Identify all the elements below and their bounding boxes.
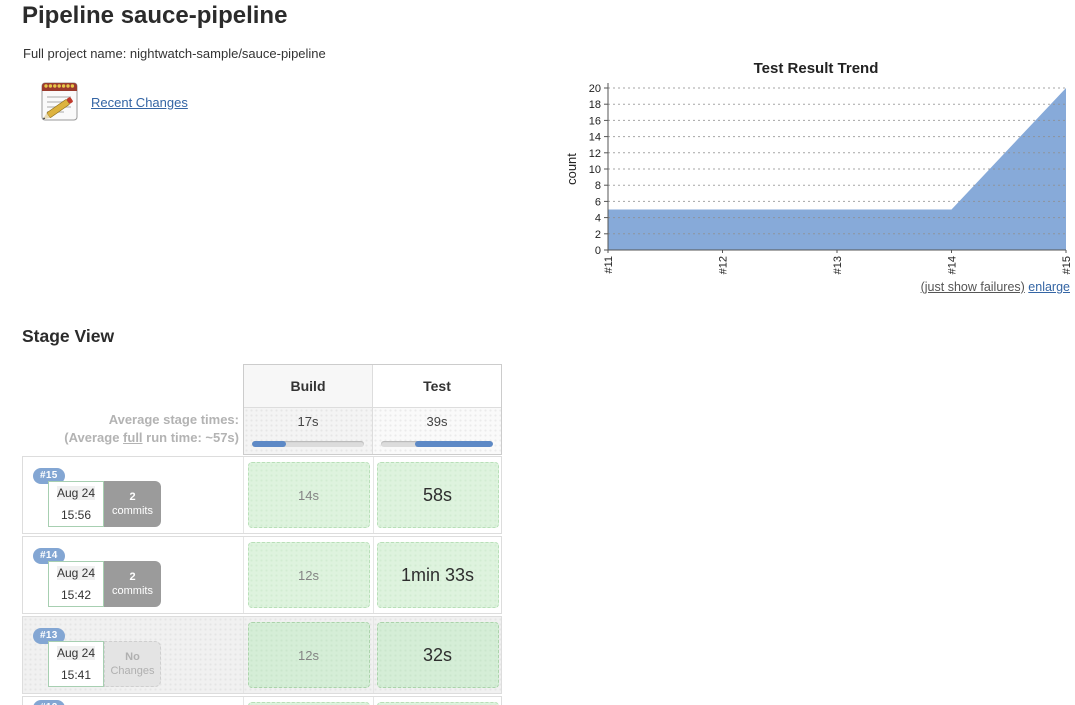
stage-view-rows: #15 Aug 24 15:56 2 commits 14s 58s #14 [22,456,502,705]
svg-text:#12: #12 [718,256,730,274]
average-cell-test: 39s [373,408,501,454]
page-title: Pipeline sauce-pipeline [22,2,288,29]
chart-title: Test Result Trend [753,60,879,77]
average-time-build: 17s [297,414,319,429]
build-info-cell: #13 Aug 24 15:41 No Changes [23,617,244,693]
build-datetime[interactable]: Aug 24 15:41 [48,641,104,687]
build-datetime[interactable]: Aug 24 15:56 [48,481,104,527]
build-info-cell: #12 [23,697,244,705]
average-bar-track-build [252,441,364,447]
build-row-13: #13 Aug 24 15:41 No Changes 12s 32s [22,616,502,694]
build-info-cell: #14 Aug 24 15:42 2 commits [23,537,244,613]
stage-column-test: Test [373,365,501,407]
build-date: Aug 24 [56,646,96,660]
stage-cell-build[interactable]: 12s [247,622,370,688]
stage-view-heading: Stage View [22,326,115,346]
svg-text:8: 8 [595,180,601,192]
stage-cell-build[interactable]: 14s [247,462,370,528]
build-info-cell: #15 Aug 24 15:56 2 commits [23,457,244,533]
svg-text:12: 12 [589,148,601,160]
stage-cell-test[interactable] [376,702,499,705]
build-date: Aug 24 [56,566,96,580]
recent-changes-section: Recent Changes [38,79,188,125]
stage-duration: 12s [298,567,319,583]
stage-cell-test[interactable]: 1min 33s [376,542,499,608]
test-stage-column: 1min 33s [374,537,501,613]
build-stage-column [244,697,374,705]
build-datetime[interactable]: Aug 24 15:42 [48,561,104,607]
average-bar-fill-build [252,441,286,447]
svg-text:14: 14 [589,132,601,144]
test-stage-column: 58s [374,457,501,533]
svg-text:0: 0 [595,245,601,257]
commits-box[interactable]: 2 commits [104,561,161,607]
stage-duration: 1min 33s [400,564,475,585]
average-bar-fill-test [414,441,493,447]
average-bar-track-test [381,441,493,447]
svg-text:#11: #11 [603,256,615,274]
stage-duration: 58s [422,484,453,505]
build-time: 15:41 [60,668,92,682]
notepad-pencil-icon [38,77,82,128]
stage-duration: 32s [422,644,453,665]
build-time: 15:56 [60,508,92,522]
test-result-trend-chart[interactable]: 0 2 4 6 8 10 12 14 16 18 20 #11 #12 #13 #14 #15 count [560,58,1072,308]
build-date: Aug 24 [56,486,96,500]
svg-text:#15: #15 [1061,256,1072,274]
svg-text:20: 20 [589,83,601,95]
average-caption: Average stage times: (Average full run t… [22,411,239,447]
average-cell-build: 17s [244,408,373,454]
test-result-trend-panel: Test Result Trend 0 2 4 6 8 10 12 14 16 18 20 #11 #1… [560,58,1072,308]
stage-duration: 14s [298,487,319,503]
stage-cell-build[interactable]: 12s [247,542,370,608]
svg-text:6: 6 [595,196,601,208]
build-stage-column: 12s [244,537,374,613]
build-stage-column: 14s [244,457,374,533]
build-number-badge[interactable]: #14 [33,548,65,564]
stage-cell-build[interactable] [247,702,370,705]
average-full-run-time-label: (Average full run time: ~57s) [64,430,239,445]
stage-column-build: Build [244,365,373,407]
svg-text:#14: #14 [947,256,959,274]
enlarge-link[interactable]: enlarge [1028,280,1070,294]
build-time: 15:42 [60,588,92,602]
svg-text:2: 2 [595,229,601,241]
svg-text:10: 10 [589,164,601,176]
average-time-test: 39s [426,414,448,429]
svg-text:16: 16 [589,115,601,127]
test-stage-column: 32s [374,617,501,693]
build-number-badge[interactable]: #13 [33,628,65,644]
svg-text:count: count [564,153,579,185]
svg-text:18: 18 [589,99,601,111]
build-row-14: #14 Aug 24 15:42 2 commits 12s 1min 33s [22,536,502,614]
stage-duration: 12s [298,647,319,663]
svg-text:#13: #13 [832,256,844,274]
commits-box[interactable]: 2 commits [104,481,161,527]
stage-cell-test[interactable]: 32s [376,622,499,688]
build-row-15: #15 Aug 24 15:56 2 commits 14s 58s [22,456,502,534]
svg-text:4: 4 [595,213,601,225]
average-stage-times-label: Average stage times: [108,412,239,427]
build-stage-column: 12s [244,617,374,693]
stage-cell-test[interactable]: 58s [376,462,499,528]
test-stage-column [374,697,501,705]
stage-header-table: Build Test 17s 39s [243,364,502,455]
just-show-failures-link[interactable]: (just show failures) [920,280,1025,294]
build-row-12-partial: #12 [22,696,502,705]
no-changes-box: No Changes [104,641,161,687]
recent-changes-link[interactable]: Recent Changes [91,94,188,110]
full-project-name: Full project name: nightwatch-sample/sau… [23,46,326,61]
build-number-badge[interactable]: #15 [33,468,65,484]
build-number-badge[interactable]: #12 [33,700,65,705]
